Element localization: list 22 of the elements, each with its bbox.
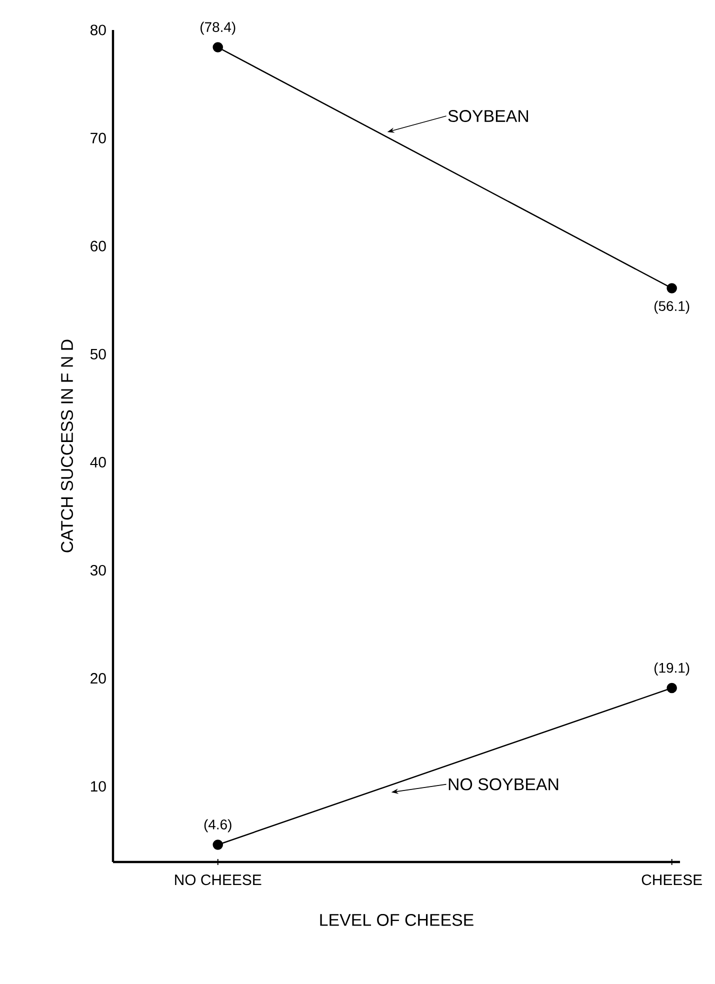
- y-tick-label: 40: [90, 456, 106, 468]
- y-tick-label: 30: [90, 564, 106, 576]
- y-tick-label: 20: [90, 673, 106, 684]
- point: [212, 840, 224, 850]
- point: [666, 283, 677, 294]
- data-label: (56.1): [654, 300, 690, 314]
- y-tick-label: 70: [90, 132, 106, 144]
- annotation: SOYBEAN: [448, 110, 528, 122]
- y-tick-label: 60: [90, 240, 106, 252]
- data-label: (19.1): [654, 662, 690, 676]
- data-label: (78.4): [200, 22, 236, 35]
- data-label: (4.6): [204, 819, 232, 832]
- y-tick-label: 80: [90, 24, 106, 36]
- annotation: NO SOYBEAN: [448, 778, 558, 790]
- x-axis-title: LEVEL OF CHEESE: [320, 914, 474, 926]
- point: [666, 682, 677, 694]
- x-tick-label: CHEESE: [642, 874, 702, 886]
- y-tick-label: 50: [90, 348, 106, 360]
- y-axis-title: CATCH SUCCESS IN F N D: [61, 340, 74, 552]
- x-tick-label: NO CHEESE: [175, 874, 262, 886]
- y-tick-label: 10: [91, 781, 106, 792]
- point: [212, 42, 224, 52]
